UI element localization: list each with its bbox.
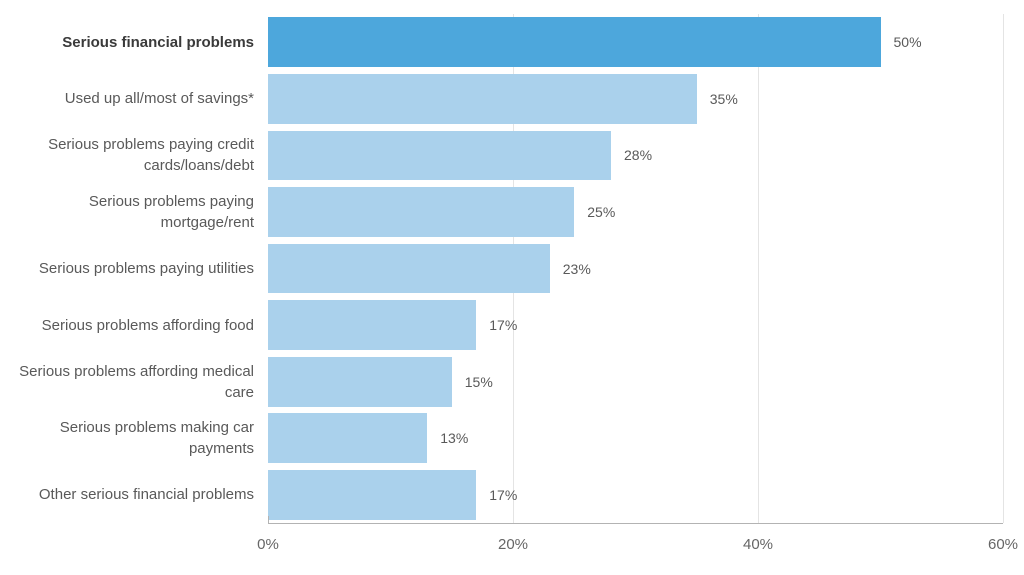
value-label: 23% bbox=[562, 260, 591, 277]
x-axis-tick-label: 0% bbox=[257, 536, 279, 553]
bar-track: 25% bbox=[268, 184, 1003, 241]
bar-track: 17% bbox=[268, 297, 1003, 354]
bar-track: 28% bbox=[268, 127, 1003, 184]
x-axis-tick-label: 40% bbox=[742, 536, 774, 553]
gridline bbox=[1003, 14, 1004, 523]
x-axis-tick-label: 20% bbox=[497, 536, 529, 553]
value-label: 25% bbox=[587, 203, 616, 220]
value-label: 28% bbox=[624, 147, 653, 164]
bar-track: 50% bbox=[268, 14, 1003, 71]
bar bbox=[268, 187, 575, 237]
value-label: 17% bbox=[489, 317, 518, 334]
value-label: 35% bbox=[709, 90, 738, 107]
bar bbox=[268, 356, 452, 407]
bar bbox=[268, 243, 550, 294]
bar-track: 13% bbox=[268, 410, 1003, 467]
x-axis-line bbox=[268, 523, 1003, 524]
chart-row: Serious financial problems 50% bbox=[0, 14, 1024, 71]
bar bbox=[268, 130, 611, 181]
category-label: Serious problems paying mortgage/rent bbox=[88, 192, 254, 231]
chart-row: Serious problems paying utilities 23% bbox=[0, 240, 1024, 297]
value-label: 50% bbox=[893, 34, 922, 51]
chart-row: Serious problems paying mortgage/rent 25% bbox=[0, 184, 1024, 241]
chart-row: Serious problems making car payments 13% bbox=[0, 410, 1024, 467]
category-label: Serious problems paying credit cards/loa… bbox=[48, 136, 254, 175]
value-label: 13% bbox=[440, 430, 469, 447]
value-label: 17% bbox=[489, 486, 518, 503]
bar-track: 17% bbox=[268, 467, 1003, 524]
category-label: Serious problems making car payments bbox=[59, 419, 254, 458]
value-label: 15% bbox=[464, 373, 493, 390]
chart-row: Serious problems paying credit cards/loa… bbox=[0, 127, 1024, 184]
bar-track: 35% bbox=[268, 71, 1003, 128]
chart-row: Serious problems affording food 17% bbox=[0, 297, 1024, 354]
x-axis-tick-label: 60% bbox=[987, 536, 1019, 553]
x-axis-labels: 0% 20% 40% 60% bbox=[257, 536, 1018, 556]
category-label: Used up all/most of savings* bbox=[64, 90, 254, 108]
bar bbox=[268, 469, 477, 520]
x-axis-zero-tick bbox=[268, 516, 269, 523]
chart-row: Used up all/most of savings* 35% bbox=[0, 71, 1024, 128]
bar bbox=[268, 17, 881, 68]
gridline bbox=[758, 14, 759, 523]
bar-track: 23% bbox=[268, 240, 1003, 297]
category-label: Serious problems affording medical care bbox=[19, 362, 254, 401]
chart-rows: Serious financial problems 50% Used up all… bbox=[0, 14, 1024, 523]
category-label: Serious problems affording food bbox=[41, 316, 254, 334]
bar bbox=[268, 300, 477, 350]
category-label: Other serious financial problems bbox=[38, 486, 254, 504]
category-label: Serious problems paying utilities bbox=[38, 260, 254, 278]
bar-track: 15% bbox=[268, 353, 1003, 410]
category-label: Serious financial problems bbox=[62, 33, 254, 51]
chart-row: Other serious financial problems 17% bbox=[0, 467, 1024, 524]
bar bbox=[268, 413, 428, 464]
bar bbox=[268, 73, 697, 124]
chart-row: Serious problems affording medical care 1… bbox=[0, 353, 1024, 410]
